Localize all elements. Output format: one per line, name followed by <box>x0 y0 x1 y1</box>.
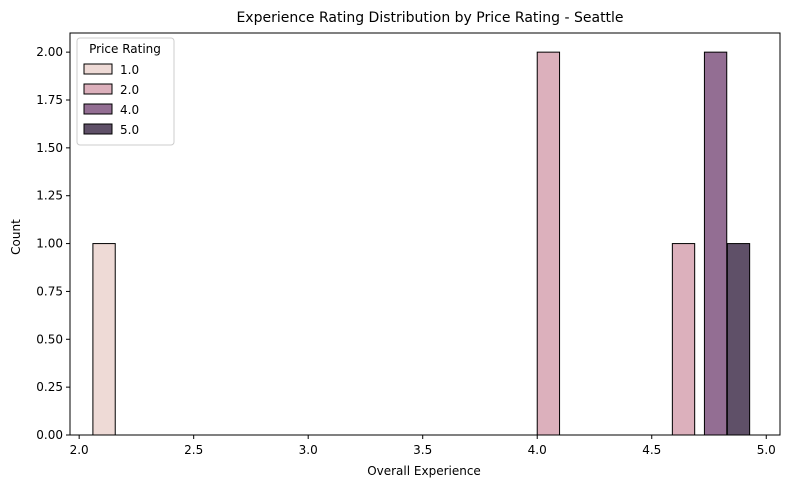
legend-swatch <box>83 103 113 115</box>
legend-swatch <box>83 123 113 135</box>
legend-title: Price Rating <box>89 42 161 56</box>
x-tick-label: 4.0 <box>528 443 547 457</box>
legend-label: 1.0 <box>120 63 139 77</box>
y-tick-label: 2.00 <box>36 45 63 59</box>
bar-5-0-0 <box>726 243 751 436</box>
x-tick-label: 2.0 <box>70 443 89 457</box>
x-tick-label: 3.5 <box>413 443 432 457</box>
x-tick-label: 4.5 <box>642 443 661 457</box>
legend-label: 2.0 <box>120 83 139 97</box>
y-tick-label: 0.50 <box>36 332 63 346</box>
bar-1-0-0 <box>92 243 116 436</box>
y-tick-label: 1.50 <box>36 141 63 155</box>
y-tick-label: 0.00 <box>36 428 63 442</box>
bar-4-0-0 <box>703 51 728 436</box>
x-tick-label: 5.0 <box>757 443 776 457</box>
plot-frame <box>69 32 781 436</box>
y-axis-label: Count <box>9 219 23 255</box>
legend-label: 4.0 <box>120 103 139 117</box>
y-tick-label: 1.75 <box>36 93 63 107</box>
bar-2-0-1 <box>671 243 696 436</box>
x-axis-label: Overall Experience <box>367 464 481 478</box>
chart-title: Experience Rating Distribution by Price … <box>236 10 623 26</box>
legend-items: 1.0 2.0 4.0 5.0 <box>83 63 139 137</box>
legend-swatch <box>83 83 113 95</box>
x-tick-label: 2.5 <box>184 443 203 457</box>
bar-2-0-0 <box>536 51 561 436</box>
bars-layer <box>92 51 751 436</box>
legend: Price Rating 1.0 2.0 4.0 5.0 <box>76 37 175 146</box>
y-tick-label: 1.00 <box>36 237 63 251</box>
legend-swatch <box>83 63 113 75</box>
y-tick-label: 0.75 <box>36 284 63 298</box>
ticks-layer: 2.0 2.5 3.0 3.5 4.0 4.5 5.0 0.00 0.25 0.50 0.75 1.0… <box>36 45 776 457</box>
legend-label: 5.0 <box>120 123 139 137</box>
y-tick-label: 1.25 <box>36 189 63 203</box>
y-tick-label: 0.25 <box>36 380 63 394</box>
x-tick-label: 3.0 <box>299 443 318 457</box>
